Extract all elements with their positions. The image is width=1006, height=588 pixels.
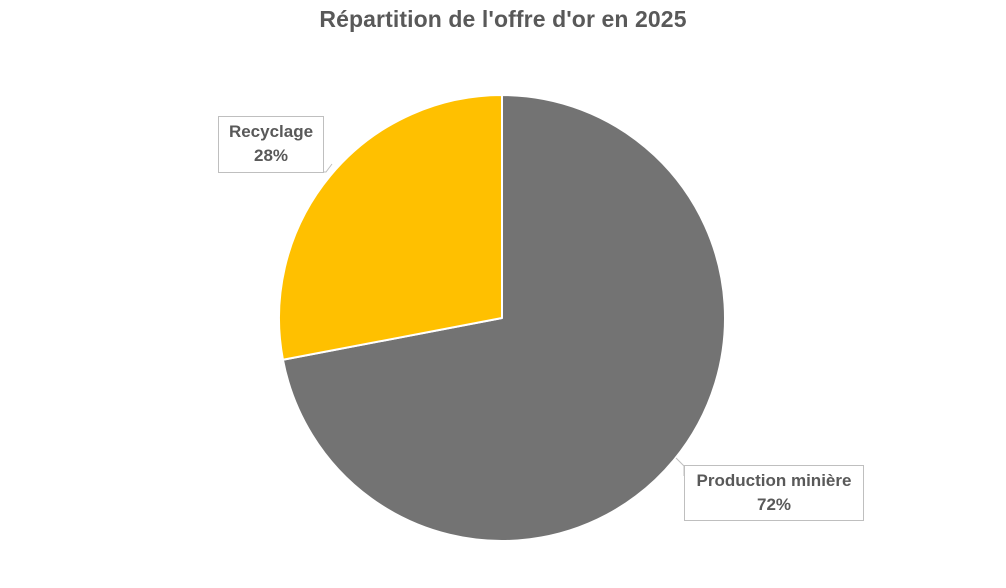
data-label-recycling-category: Recyclage — [228, 122, 314, 141]
pie-slices — [278, 94, 726, 542]
data-label-mining: Production minière 72% — [684, 465, 864, 521]
pie-slice-recyclage — [278, 94, 503, 361]
data-label-recycling: Recyclage 28% — [218, 116, 324, 173]
pie-slice-production-mini-re — [281, 94, 726, 542]
data-label-recycling-value: 28% — [253, 146, 289, 165]
chart-title: Répartition de l'offre d'or en 2025 — [319, 6, 687, 32]
data-label-mining-category: Production minière — [696, 471, 852, 490]
callout-pointer-mining — [675, 457, 685, 476]
data-label-mining-value: 72% — [756, 495, 792, 514]
